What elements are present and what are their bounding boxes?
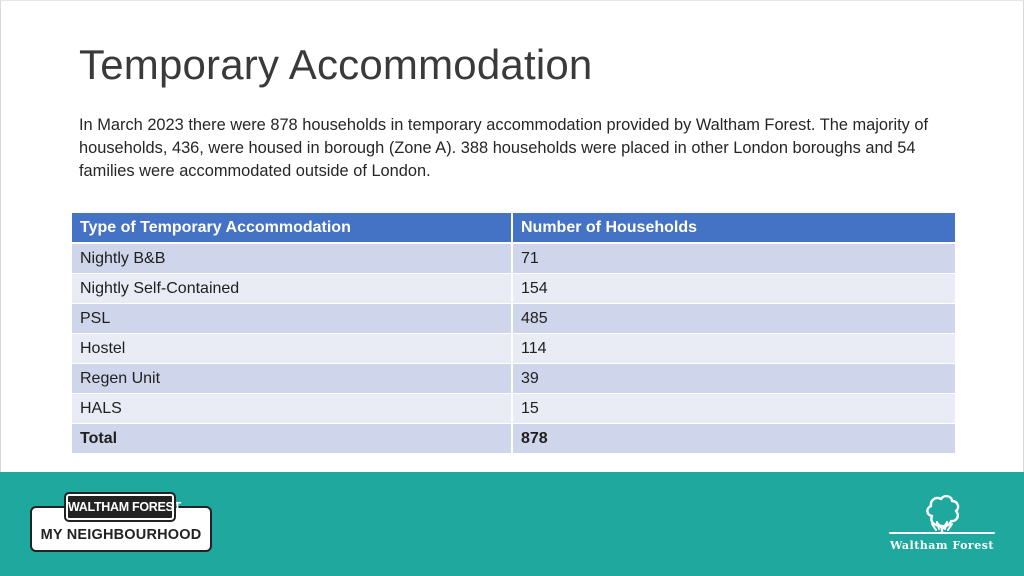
my-neighbourhood-logo: MY NEIGHBOURHOOD WALTHAM FOREST: [30, 492, 212, 554]
cell-households: 15: [513, 394, 955, 424]
accommodation-table: Type of Temporary Accommodation Number o…: [72, 213, 955, 454]
column-header-households: Number of Households: [513, 213, 955, 244]
table-row: Hostel 114: [72, 334, 955, 364]
page-title: Temporary Accommodation: [79, 41, 593, 88]
footer-band: MY NEIGHBOURHOOD WALTHAM FOREST Waltham …: [0, 472, 1024, 576]
total-label: Total: [72, 424, 513, 454]
table-row: PSL 485: [72, 304, 955, 334]
table-row: HALS 15: [72, 394, 955, 424]
cell-type: PSL: [72, 304, 513, 334]
cell-type: Hostel: [72, 334, 513, 364]
waltham-forest-logo: Waltham Forest: [886, 492, 998, 556]
cell-households: 71: [513, 244, 955, 274]
intro-paragraph: In March 2023 there were 878 households …: [79, 116, 929, 180]
cell-type: HALS: [72, 394, 513, 424]
cell-households: 485: [513, 304, 955, 334]
table-total-row: Total 878: [72, 424, 955, 454]
cell-households: 39: [513, 364, 955, 394]
table-header-row: Type of Temporary Accommodation Number o…: [72, 213, 955, 244]
cell-type: Regen Unit: [72, 364, 513, 394]
council-name: Waltham Forest: [890, 539, 994, 552]
column-header-type: Type of Temporary Accommodation: [72, 213, 513, 244]
cell-type: Nightly Self-Contained: [72, 274, 513, 304]
table-row: Regen Unit 39: [72, 364, 955, 394]
table-row: Nightly Self-Contained 154: [72, 274, 955, 304]
cell-households: 154: [513, 274, 955, 304]
total-value: 878: [513, 424, 955, 454]
table-row: Nightly B&B 71: [72, 244, 955, 274]
cell-households: 114: [513, 334, 955, 364]
cell-type: Nightly B&B: [72, 244, 513, 274]
tree-icon: [889, 494, 995, 534]
waltham-forest-label: WALTHAM FOREST: [64, 492, 181, 522]
